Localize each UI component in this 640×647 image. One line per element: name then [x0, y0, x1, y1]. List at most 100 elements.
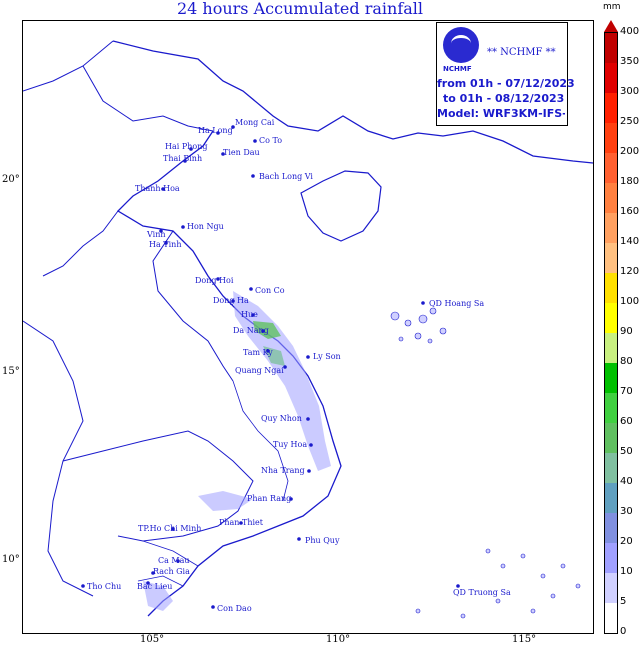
place-ha-tinh: Ha Tinh — [149, 240, 182, 249]
place-thai-binh: Thai Binh — [163, 154, 202, 163]
place-ly-son: Ly Son — [313, 352, 341, 361]
lon-tick-105: 105° — [140, 634, 165, 645]
colorbar-tick-label: 40 — [620, 476, 633, 487]
colorbar-tick-label: 100 — [620, 296, 640, 307]
colorbar-segment — [605, 333, 617, 363]
place-quy-nhon: Quy Nhon — [261, 414, 302, 423]
place-bac-lieu: Bac Lieu — [137, 582, 172, 591]
place-phan-rang: Phan Rang — [247, 494, 291, 503]
place-hon-ngu: Hon Ngu — [187, 222, 224, 231]
colorbar-tick-label: 50 — [620, 446, 633, 457]
colorbar-segment — [605, 453, 617, 483]
colorbar-tick-label: 200 — [620, 146, 640, 157]
lat-tick-20: 20° — [2, 174, 20, 185]
place-co-to: Co To — [259, 136, 282, 145]
border-inner — [232, 380, 289, 502]
page-title: 24 hours Accumulated rainfall — [176, 0, 424, 18]
paracel-islands — [390, 307, 447, 344]
place-thanh-hoa: Thanh Hoa — [135, 184, 180, 193]
colorbar-tick-label: 250 — [620, 116, 640, 127]
lon-tick-115: 115° — [512, 634, 537, 645]
colorbar-segment — [605, 393, 617, 423]
border-laos — [42, 210, 234, 382]
colorbar-segment — [605, 573, 617, 603]
place-quang-ngai: Quang Ngai — [235, 366, 284, 375]
colorbar-segment — [605, 483, 617, 513]
place-con-co: Con Co — [255, 286, 285, 295]
place-tam-ky: Tam Ky — [243, 348, 273, 357]
place-dong-ha: Dong Ha — [213, 296, 249, 305]
colorbar-tick-label: 400 — [620, 26, 640, 37]
colorbar-unit: mm — [603, 2, 621, 12]
place-ca-mau: Ca Mau — [158, 556, 190, 565]
rainfall-map[interactable]: Mong Cai Ha Long Co To Hai Phong Thai Bi… — [23, 21, 593, 633]
border-thailand — [23, 320, 94, 597]
border-cambodia — [62, 430, 254, 542]
lon-tick-110: 110° — [326, 634, 351, 645]
rain-area-danang — [253, 321, 281, 339]
colorbar-tick-label: 30 — [620, 506, 633, 517]
colorbar-segment — [605, 603, 617, 633]
rain-area-central — [233, 291, 331, 471]
colorbar-segment — [605, 123, 617, 153]
place-rach-gia: Rach Gia — [153, 567, 190, 576]
place-ho-chi-minh: TP.Ho Chi Minh — [138, 524, 201, 533]
place-vinh: Vinh — [146, 230, 166, 239]
colorbar-segment — [605, 33, 617, 63]
colorbar-arrow-icon — [604, 20, 618, 32]
colorbar-tick-label: 60 — [620, 416, 633, 427]
colorbar-tick-label: 120 — [620, 266, 640, 277]
place-hoang-sa: QD Hoang Sa — [429, 299, 484, 308]
place-truong-sa: QD Truong Sa — [453, 588, 511, 597]
place-ha-long: Ha Long — [198, 126, 233, 135]
place-hai-phong: Hai Phong — [165, 142, 207, 151]
place-tuy-hoa: Tuy Hoa — [273, 440, 307, 449]
colorbar-tick-label: 90 — [620, 326, 633, 337]
place-da-nang: Da Nang — [233, 326, 269, 335]
place-tho-chu: Tho Chu — [87, 582, 121, 591]
place-hue: Hue — [241, 310, 258, 319]
colorbar-tick-label: 10 — [620, 566, 633, 577]
place-phan-thiet: Phan Thiet — [219, 518, 264, 527]
colorbar-segment — [605, 423, 617, 453]
place-nha-trang: Nha Trang — [261, 466, 305, 475]
colorbar-segment — [605, 213, 617, 243]
spratly-islands — [415, 548, 581, 619]
lat-tick-15: 15° — [2, 366, 20, 377]
place-phu-quy: Phu Quy — [305, 536, 340, 545]
logo-org-label: NCHMF — [443, 65, 472, 73]
mekong-delta — [137, 540, 199, 587]
org-stars-label: ** NCHMF ** — [487, 47, 556, 58]
colorbar-segment — [605, 513, 617, 543]
period-from: from 01h - 07/12/2023 — [437, 77, 575, 90]
colorbar-segment — [605, 243, 617, 273]
place-markers: Mong Cai Ha Long Co To Hai Phong Thai Bi… — [81, 118, 511, 613]
rain-area-south — [198, 491, 253, 511]
colorbar-tick-label: 20 — [620, 536, 633, 547]
colorbar-segment — [605, 303, 617, 333]
colorbar-tick-label: 180 — [620, 176, 640, 187]
colorbar-tick-label: 140 — [620, 236, 640, 247]
nchmf-logo-icon — [443, 27, 479, 63]
place-mong-cai: Mong Cai — [235, 118, 275, 127]
colorbar-segment — [605, 183, 617, 213]
place-bach-long-vi: Bach Long Vi — [259, 172, 313, 181]
info-box: NCHMF ** NCHMF ** from 01h - 07/12/2023 … — [436, 22, 575, 126]
colorbar-segment — [605, 273, 617, 303]
colorbar-tick-label: 70 — [620, 386, 633, 397]
colorbar-tick-label: 160 — [620, 206, 640, 217]
colorbar-tick-label: 80 — [620, 356, 633, 367]
colorbar — [604, 32, 618, 634]
hainan-island — [300, 170, 382, 242]
lat-tick-10: 10° — [2, 554, 20, 565]
colorbar-segment — [605, 63, 617, 93]
border-north — [23, 40, 214, 132]
place-dong-hoi: Dong Hoi — [195, 276, 234, 285]
place-tien-dau: Tien Dau — [223, 148, 260, 157]
colorbar-segment — [605, 153, 617, 183]
rain-area-southwest — [143, 581, 173, 611]
colorbar-tick-label: 300 — [620, 86, 640, 97]
period-to: to 01h - 08/12/2023 — [443, 92, 565, 105]
colorbar-segment — [605, 543, 617, 573]
colorbar-tick-label: 0 — [620, 626, 627, 637]
